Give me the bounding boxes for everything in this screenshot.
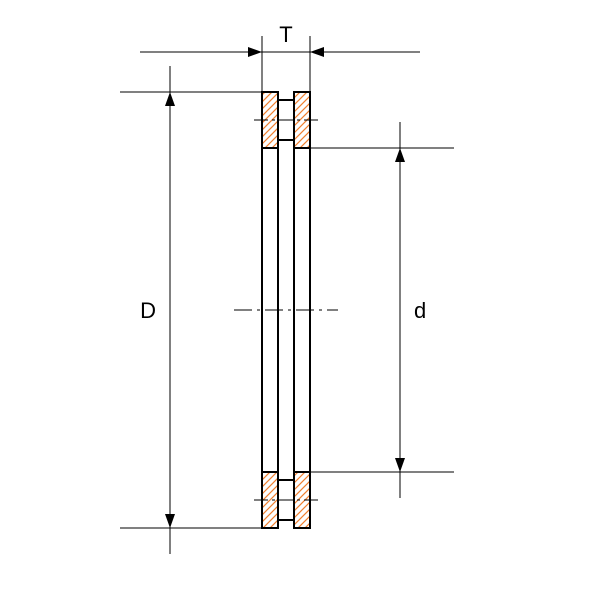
bearing-cross-section-diagram: T Dd	[0, 0, 600, 600]
label-d: d	[414, 298, 426, 323]
bearing-part	[234, 92, 338, 528]
dimension-T: T	[140, 22, 420, 92]
label-D: D	[140, 298, 156, 323]
label-T: T	[279, 22, 292, 47]
